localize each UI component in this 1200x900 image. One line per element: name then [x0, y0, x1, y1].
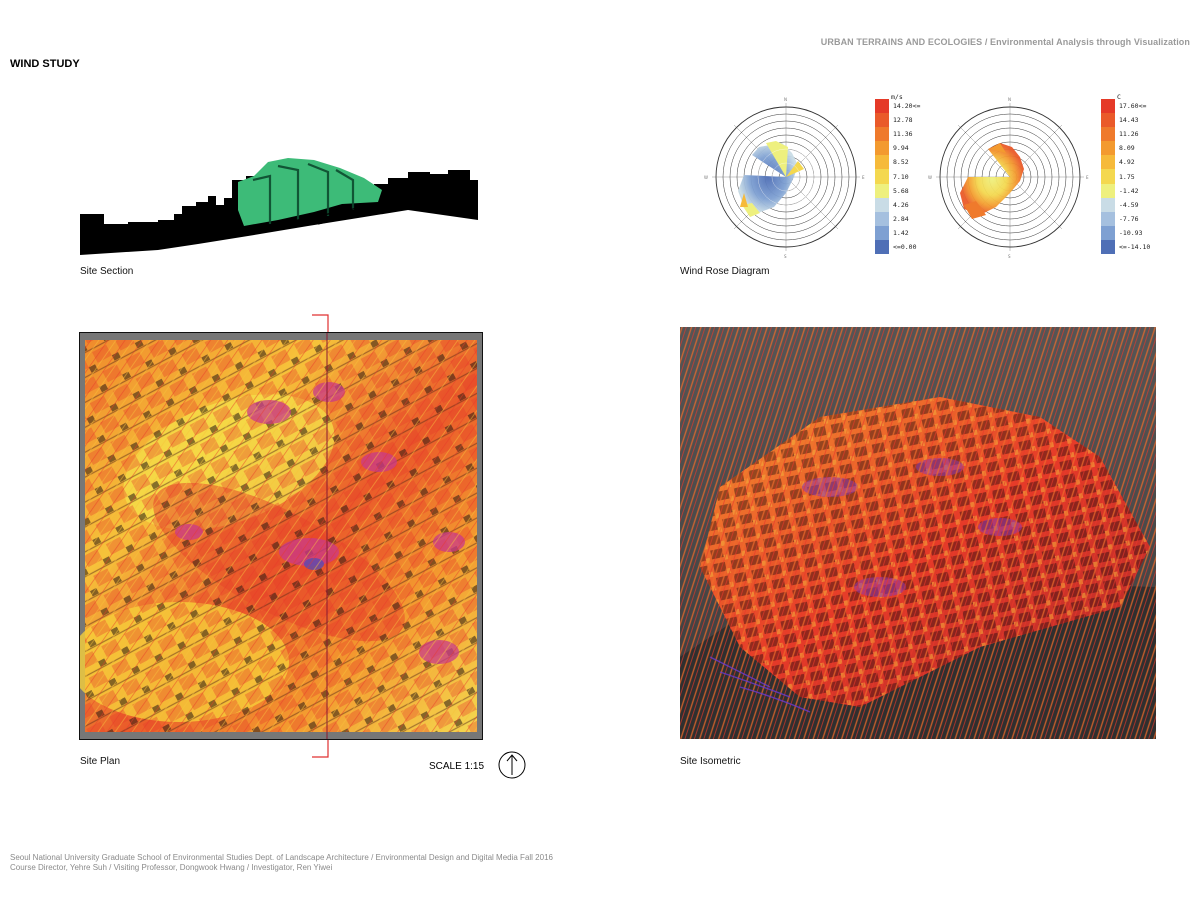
legend-speed-value-label: 5.68 [893, 186, 909, 195]
legend-speed-value-label: 2.84 [893, 214, 909, 223]
legend-temperature-value-label: 17.60<= [1119, 102, 1147, 111]
legend-temperature-value-label: 4.92 [1119, 158, 1135, 167]
legend-speed-swatch [875, 239, 889, 255]
legend-temperature-swatch [1101, 155, 1115, 170]
legend-speed-value-label: 1.42 [893, 228, 909, 237]
legend-temperature-swatch [1101, 197, 1115, 213]
header-title: URBAN TERRAINS AND ECOLOGIES / Environme… [820, 37, 1190, 47]
site-isometric-caption: Site Isometric [680, 756, 741, 767]
legend-speed-unit: m/s [891, 93, 903, 101]
legend-speed-swatch [875, 169, 889, 185]
footer-line-2: Course Director, Yehre Suh / Visiting Pr… [10, 863, 333, 872]
footer-line-1: Seoul National University Graduate Schoo… [10, 853, 553, 862]
scale-label: SCALE 1:15 [429, 761, 485, 772]
legend-temperature-swatch [1101, 239, 1115, 255]
svg-text:N: N [1008, 97, 1011, 102]
footer-credits: Seoul National University Graduate Schoo… [10, 853, 553, 873]
svg-text:W: W [928, 175, 932, 180]
legend-speed-swatch [875, 155, 889, 170]
legend-speed-swatch [875, 225, 889, 241]
wind-rose-temperature: N E S W [928, 97, 1089, 259]
legend-speed-value-label: 14.20<= [893, 102, 921, 111]
legend-speed-value-label: <=0.00 [893, 242, 917, 251]
legend-speed-swatch [875, 99, 889, 114]
legend-temperature-colorbar [1101, 99, 1115, 255]
site-section-drawing [80, 158, 478, 255]
legend-temperature-value-label: -1.42 [1119, 186, 1139, 195]
legend-speed-swatch [875, 127, 889, 142]
legend-speed-colorbar [875, 99, 889, 255]
legend-temperature-value-label: 8.09 [1119, 144, 1135, 153]
legend-temperature: C 17.60<= 14.43 11.26 8.09 4.92 1.75 -1.42 -4.5… [1101, 93, 1166, 258]
svg-text:E: E [862, 175, 865, 180]
legend-temperature-value-label: -10.93 [1119, 228, 1143, 237]
legend-speed-swatch [875, 183, 889, 199]
wind-rose-caption: Wind Rose Diagram [680, 266, 770, 277]
legend-speed: m/s 14.20<= 12.78 11.36 9.94 8.52 7.10 5.68 4.2… [875, 93, 935, 258]
svg-text:W: W [704, 175, 708, 180]
site-plan-map [79, 332, 483, 740]
north-arrow-icon [498, 751, 526, 779]
legend-speed-swatch [875, 197, 889, 213]
legend-temperature-value-label: -7.76 [1119, 214, 1139, 223]
legend-speed-value-label: 4.26 [893, 200, 909, 209]
legend-speed-value-label: 12.78 [893, 116, 913, 125]
legend-temperature-value-label: 14.43 [1119, 116, 1139, 125]
legend-temperature-swatch [1101, 211, 1115, 227]
legend-temperature-swatch [1101, 183, 1115, 199]
svg-text:E: E [1086, 175, 1089, 180]
legend-speed-swatch [875, 113, 889, 128]
page-title: WIND STUDY [10, 58, 80, 70]
legend-temperature-swatch [1101, 99, 1115, 114]
svg-text:N: N [784, 97, 787, 102]
legend-temperature-value-label: -4.59 [1119, 200, 1139, 209]
wind-rose-speed: N E S W [704, 97, 865, 259]
site-isometric-view [680, 327, 1156, 739]
legend-speed-swatch [875, 141, 889, 156]
legend-temperature-swatch [1101, 141, 1115, 156]
svg-text:S: S [784, 254, 787, 259]
legend-speed-value-label: 9.94 [893, 144, 909, 153]
site-plan-caption: Site Plan [80, 756, 121, 767]
legend-speed-swatch [875, 211, 889, 227]
legend-temperature-swatch [1101, 127, 1115, 142]
legend-speed-value-label: 8.52 [893, 158, 909, 167]
legend-temperature-value-label: 11.26 [1119, 130, 1139, 139]
legend-speed-value-label: 11.36 [893, 130, 913, 139]
legend-speed-value-label: 7.10 [893, 172, 909, 181]
section-cut-marker [312, 314, 329, 758]
legend-temperature-value-label: <=-14.10 [1119, 242, 1151, 251]
legend-temperature-value-label: 1.75 [1119, 172, 1135, 181]
legend-temperature-swatch [1101, 169, 1115, 185]
site-section-caption: Site Section [80, 266, 134, 277]
svg-text:S: S [1008, 254, 1011, 259]
legend-temperature-swatch [1101, 113, 1115, 128]
legend-temperature-swatch [1101, 225, 1115, 241]
legend-temperature-unit: C [1117, 93, 1121, 101]
